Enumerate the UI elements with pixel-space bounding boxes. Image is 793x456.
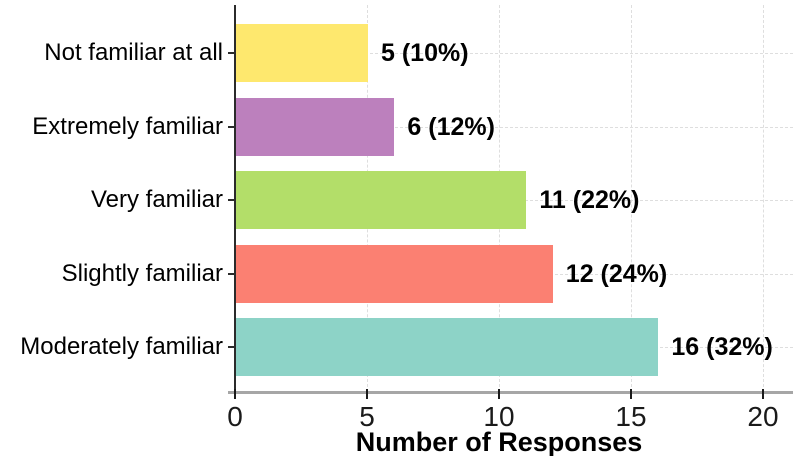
x-tick-mark <box>762 389 764 399</box>
category-label: Extremely familiar <box>32 113 223 140</box>
category-tick-mark <box>228 52 235 54</box>
y-axis-line <box>234 5 236 394</box>
category-tick-mark <box>228 346 235 348</box>
value-label: 11 (22%) <box>539 186 640 214</box>
gridline-horizontal <box>235 53 793 54</box>
x-tick-label: 10 <box>483 401 515 432</box>
gridline-horizontal <box>235 127 793 128</box>
x-tick-mark <box>366 389 368 399</box>
value-label: 16 (32%) <box>671 333 773 361</box>
value-label: 12 (24%) <box>565 260 668 288</box>
bar <box>236 171 527 229</box>
x-tick-mark <box>630 389 632 399</box>
bar <box>236 318 659 376</box>
category-tick-mark <box>228 273 235 275</box>
x-tick-mark <box>498 389 500 399</box>
bar <box>236 98 395 156</box>
gridline-vertical <box>631 5 632 392</box>
x-tick-mark <box>234 389 236 399</box>
category-tick-mark <box>228 199 235 201</box>
x-tick-label: 5 <box>359 401 375 432</box>
category-label: Slightly familiar <box>61 260 223 287</box>
x-axis-title: Number of Responses <box>355 427 643 456</box>
category-tick-mark <box>228 126 235 128</box>
bar <box>236 245 553 303</box>
x-tick-label: 20 <box>747 401 779 432</box>
x-tick-label: 0 <box>227 401 243 432</box>
x-axis-line <box>228 391 793 394</box>
bar <box>236 24 368 82</box>
x-tick-label: 15 <box>615 401 647 432</box>
category-label: Very familiar <box>90 186 223 213</box>
value-label: 6 (12%) <box>407 113 495 141</box>
category-label: Not familiar at all <box>44 39 223 66</box>
gridline-vertical <box>763 5 764 392</box>
category-label: Moderately familiar <box>20 333 223 360</box>
value-label: 5 (10%) <box>381 39 469 67</box>
